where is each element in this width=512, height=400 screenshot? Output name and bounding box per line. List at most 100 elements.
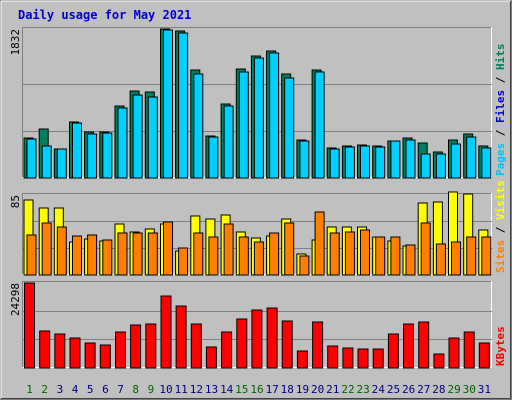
kbytes-bar: [236, 318, 248, 369]
files-bar-body: [390, 140, 401, 179]
kbytes-bar: [84, 342, 96, 369]
sites-bar-body: [299, 255, 310, 276]
sites-bar: [163, 221, 173, 276]
files-bar: [193, 73, 204, 179]
kbytes-bar-body: [160, 295, 172, 369]
kbytes-bar: [251, 309, 263, 369]
kbytes-bar: [433, 353, 445, 369]
sites-bar: [132, 232, 143, 276]
kbytes-bar-body: [296, 350, 308, 369]
sites-bar: [87, 234, 98, 276]
files-bar: [375, 146, 386, 179]
day-label: 17: [266, 383, 279, 396]
files-bar: [87, 133, 98, 179]
kbytes-bar: [372, 348, 384, 369]
kbytes-bar: [327, 345, 339, 369]
files-bar: [481, 147, 492, 179]
files-bar: [253, 57, 264, 179]
files-bar: [56, 148, 67, 179]
files-bar: [163, 29, 173, 179]
sites-bar-body: [390, 236, 401, 276]
files-bar: [208, 136, 219, 179]
day-label: 11: [175, 383, 188, 396]
files-bar-body: [435, 153, 446, 179]
sites-bar-body: [238, 236, 249, 276]
sites-bar: [435, 243, 446, 276]
panel-middle: 85 Sites / Visits: [9, 180, 507, 276]
sites-bar-body: [269, 232, 280, 276]
day-label: 8: [132, 383, 139, 396]
kbytes-bar: [296, 350, 308, 369]
files-bar-body: [163, 29, 173, 179]
kbytes-bar-body: [84, 342, 96, 369]
sites-bar-body: [72, 235, 82, 276]
day-label: 9: [148, 383, 155, 396]
kbytes-bar: [357, 348, 369, 369]
kbytes-bar: [99, 344, 111, 369]
sites-bar: [72, 235, 82, 276]
day-label: 3: [57, 383, 64, 396]
day-label: 27: [417, 383, 430, 396]
day-label: 20: [311, 383, 324, 396]
kbytes-bar: [130, 324, 142, 369]
files-bar: [223, 105, 234, 179]
files-bar: [41, 145, 52, 179]
day-label: 30: [463, 383, 476, 396]
files-bar: [451, 143, 461, 179]
legend-visits: Visits: [494, 180, 507, 220]
files-bar-body: [178, 32, 189, 179]
kbytes-bar: [24, 282, 35, 369]
day-label: 14: [220, 383, 234, 396]
kbytes-bar: [387, 333, 399, 369]
files-bar: [360, 145, 370, 179]
sites-bar-body: [420, 222, 431, 276]
sites-bar: [390, 236, 401, 276]
files-bar: [466, 136, 477, 179]
kbytes-bar: [463, 331, 475, 369]
sites-bar: [405, 244, 416, 276]
sites-bar: [299, 255, 310, 276]
sites-bar-body: [147, 232, 158, 276]
files-bar-body: [344, 146, 355, 179]
kbytes-bar: [39, 330, 51, 369]
kbytes-bar-body: [342, 347, 354, 369]
kbytes-bar: [221, 331, 233, 369]
legend-separator: /: [494, 123, 507, 143]
files-bar: [390, 140, 401, 179]
files-bar: [132, 94, 143, 179]
sites-bar: [208, 236, 219, 276]
files-bar-body: [102, 132, 113, 179]
sites-bar-body: [253, 241, 264, 276]
files-bar-body: [405, 139, 416, 179]
files-bar-body: [132, 94, 143, 179]
kbytes-bar-body: [99, 344, 111, 369]
sites-bar: [481, 236, 492, 276]
kbytes-bar-body: [115, 331, 126, 369]
sites-bar: [238, 236, 249, 276]
chart-title: Daily usage for May 2021: [18, 8, 191, 22]
sites-bar: [269, 232, 280, 276]
files-bar-body: [41, 145, 52, 179]
sites-bar: [344, 231, 355, 276]
day-label: 15: [235, 383, 248, 396]
sites-bar: [26, 234, 37, 276]
legend-hits: Hits: [494, 44, 507, 71]
day-label: 24: [372, 383, 386, 396]
legend-kbytes: KBytes: [494, 326, 507, 366]
sites-bar-body: [451, 241, 461, 276]
sites-bar: [375, 236, 386, 276]
day-label: 23: [356, 383, 369, 396]
files-bar: [147, 96, 158, 179]
files-bar: [238, 71, 249, 179]
panel-top-ymax-label: 1832: [9, 29, 22, 56]
sites-bar: [178, 247, 189, 276]
files-bar: [72, 122, 82, 179]
kbytes-bar: [69, 337, 81, 369]
sites-bar: [360, 229, 370, 276]
kbytes-bar: [54, 333, 66, 369]
files-bar: [102, 132, 113, 179]
panel-top-legend: Pages / Files / Hits: [494, 44, 507, 177]
kbytes-bar-body: [478, 342, 490, 369]
files-bar: [26, 138, 37, 179]
files-bar: [314, 71, 325, 179]
